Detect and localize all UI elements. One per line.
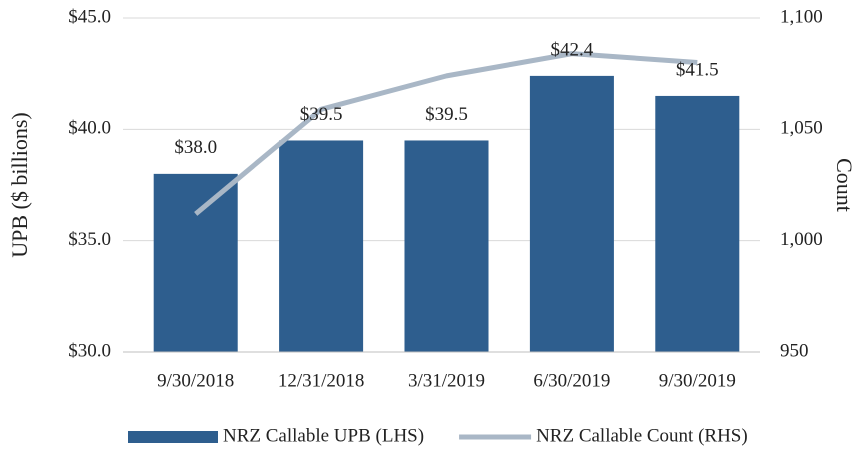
data-label: $39.5 (425, 104, 468, 125)
y2-tick-label: 950 (780, 340, 809, 361)
y-tick-label: $40.0 (68, 118, 111, 139)
y2-tick-label: 1,100 (780, 6, 823, 27)
legend-label: NRZ Callable Count (RHS) (536, 425, 748, 446)
y2-axis-label: Count (832, 158, 857, 212)
bar (279, 140, 364, 352)
data-label: $42.4 (551, 39, 594, 60)
y-tick-label: $35.0 (68, 229, 111, 250)
x-tick-label: 3/31/2019 (408, 370, 485, 391)
data-label: $38.0 (174, 137, 217, 158)
y2-tick-label: 1,050 (780, 118, 823, 139)
bar (529, 75, 614, 352)
y2-tick-label: 1,000 (780, 229, 823, 250)
bar (153, 173, 238, 352)
bar (655, 95, 740, 352)
y-tick-label: $45.0 (68, 6, 111, 27)
data-label: $39.5 (300, 104, 343, 125)
bar (404, 140, 489, 352)
y-axis-label: UPB ($ billions) (7, 112, 32, 257)
legend-label: NRZ Callable UPB (LHS) (223, 425, 424, 446)
y-tick-label: $30.0 (68, 340, 111, 361)
x-tick-label: 9/30/2018 (157, 370, 234, 391)
x-tick-label: 12/31/2018 (278, 370, 365, 391)
data-label: $41.5 (676, 59, 719, 80)
x-tick-label: 6/30/2019 (533, 370, 610, 391)
legend-swatch (128, 431, 218, 443)
x-tick-label: 9/30/2019 (659, 370, 736, 391)
line (194, 51, 698, 216)
